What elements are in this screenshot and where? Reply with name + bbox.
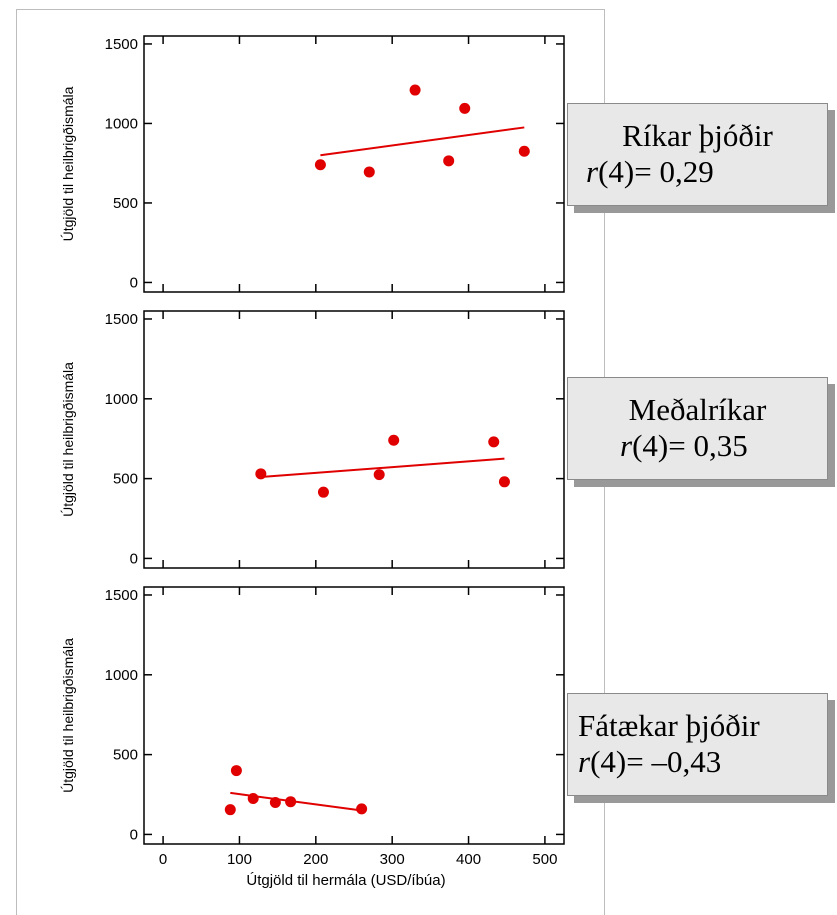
y-tick-label: 1000: [105, 667, 138, 684]
annotation-box: Meðalríkar r(4)= 0,35: [567, 377, 828, 480]
annotation-title: Ríkar þjóðir: [622, 118, 773, 153]
x-axis-label: Útgjöld til hermála (USD/íbúa): [246, 872, 445, 889]
data-point: [498, 476, 510, 488]
x-tick-label: 200: [303, 851, 328, 868]
y-tick-label: 1500: [105, 36, 138, 53]
annotation-box: Ríkar þjóðir r(4)= 0,29: [567, 103, 828, 206]
y-tick-label: 1000: [105, 391, 138, 408]
x-tick-label: 400: [456, 851, 481, 868]
annotation-title: Fátækar þjóðir: [578, 708, 760, 743]
plot-frame: [143, 35, 565, 293]
y-tick-label: 1500: [105, 311, 138, 328]
data-point: [459, 102, 471, 114]
y-tick-label: 0: [130, 274, 138, 291]
data-point: [224, 804, 236, 816]
annotation-middle: Meðalríkar r(4)= 0,35: [567, 377, 835, 487]
data-point: [443, 155, 455, 167]
data-point: [363, 166, 375, 178]
y-tick-label: 500: [113, 471, 138, 488]
y-axis-label: Útgjöld til heilbrigðismála: [60, 362, 76, 517]
y-tick-label: 0: [130, 826, 138, 843]
data-point: [388, 434, 400, 446]
plot-frame: [143, 586, 565, 845]
annotation-stat: r(4)= –0,43: [578, 744, 721, 780]
data-point: [269, 796, 281, 808]
data-point: [518, 145, 530, 157]
annotation-stat: r(4)= 0,29: [586, 154, 714, 190]
annotation-title: Meðalríkar: [628, 392, 767, 427]
x-tick-label: 500: [532, 851, 557, 868]
data-point: [373, 469, 385, 481]
y-axis-label: Útgjöld til heilbrigðismála: [60, 638, 76, 793]
y-tick-label: 1000: [105, 115, 138, 132]
stat-value: (4)= 0,29: [598, 154, 714, 189]
stat-value: (4)= 0,35: [632, 428, 748, 463]
stat-symbol: r: [586, 154, 599, 189]
annotation-stat: r(4)= 0,35: [620, 428, 748, 464]
data-point: [488, 436, 500, 448]
annotation-box: Fátækar þjóðir r(4)= –0,43: [567, 693, 828, 796]
data-point: [230, 765, 242, 777]
data-point: [285, 796, 297, 808]
data-point: [356, 803, 368, 815]
annotation-rich: Ríkar þjóðir r(4)= 0,29: [567, 103, 835, 213]
stat-value: (4)= –0,43: [590, 744, 722, 779]
data-point: [314, 159, 326, 171]
data-point: [247, 793, 259, 805]
trend-line: [260, 457, 505, 479]
y-axis-label: Útgjöld til heilbrigðismála: [60, 86, 76, 241]
x-tick-label: 300: [380, 851, 405, 868]
plot-frame: [143, 310, 565, 569]
data-point: [409, 84, 421, 96]
stat-symbol: r: [578, 744, 591, 779]
y-tick-label: 1500: [105, 587, 138, 604]
y-tick-label: 500: [113, 195, 138, 212]
x-tick-label: 0: [159, 851, 167, 868]
annotation-poor: Fátækar þjóðir r(4)= –0,43: [567, 693, 835, 803]
x-tick-label: 100: [227, 851, 252, 868]
y-tick-label: 500: [113, 747, 138, 764]
trend-line: [320, 126, 525, 157]
data-point: [255, 468, 267, 480]
data-point: [317, 486, 329, 498]
stat-symbol: r: [620, 428, 633, 463]
y-tick-label: 0: [130, 550, 138, 567]
